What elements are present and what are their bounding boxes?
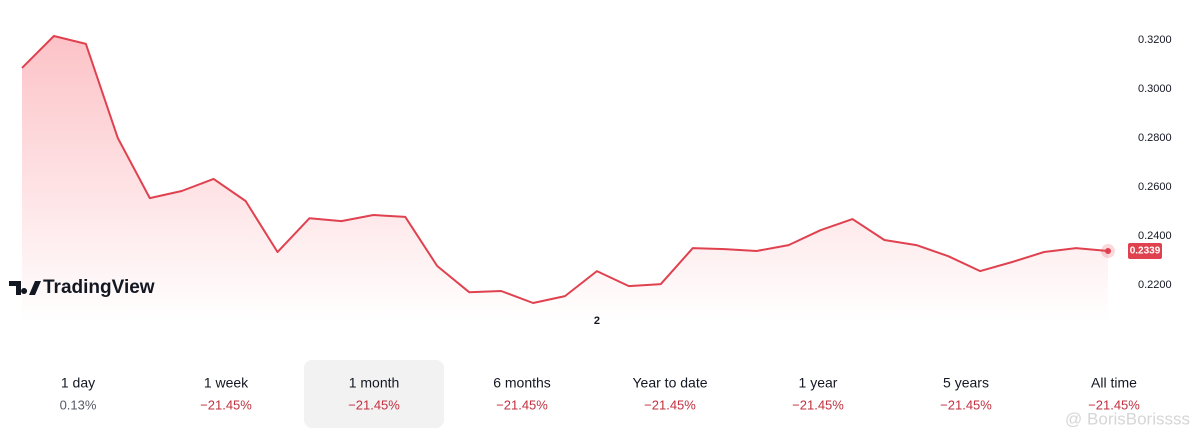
y-tick-label: 0.2400 (1138, 230, 1172, 242)
watermark: @ BorisBorissss (1065, 409, 1190, 428)
period-bar: 1 day 0.13% 1 week −21.45% 1 month −21.45% 6 m… (60, 360, 1140, 428)
logo-text: TradingView (43, 277, 155, 298)
y-tick-label: 0.2200 (1138, 279, 1172, 291)
period-label: Year to date (633, 375, 708, 391)
period-change: −21.45% (496, 397, 548, 412)
last-point (1105, 248, 1111, 255)
period-label: 6 months (493, 375, 551, 391)
period-change: −21.45% (644, 397, 696, 412)
period-label: 5 years (943, 375, 989, 391)
area (22, 36, 1108, 322)
y-tick-label: 0.3000 (1138, 83, 1172, 95)
price-tag-label: 0.2339 (1130, 246, 1161, 257)
period-label: 1 day (61, 375, 95, 391)
period-change: −21.45% (348, 397, 400, 412)
period-label: 1 year (799, 375, 838, 391)
period-label: 1 week (204, 375, 249, 391)
plot: 0.22000.24000.26000.28000.30000.320020.2… (21, 34, 1172, 327)
period-change: −21.45% (792, 397, 844, 412)
y-tick-label: 0.2600 (1138, 181, 1172, 193)
period-change: 0.13% (60, 397, 97, 412)
line (21, 35, 1109, 304)
period-change: −21.45% (200, 397, 252, 412)
period-change: −21.45% (1088, 397, 1140, 412)
period-label: 1 month (349, 375, 400, 391)
period-change: −21.45% (940, 397, 992, 412)
y-tick-label: 0.2800 (1138, 132, 1172, 144)
period-selected (304, 360, 444, 428)
price-tag (1128, 243, 1162, 260)
period-label: All time (1091, 375, 1137, 391)
y-tick-label: 0.3200 (1138, 34, 1172, 46)
logo: TradingView (9, 277, 155, 298)
logo-icon (9, 281, 41, 295)
